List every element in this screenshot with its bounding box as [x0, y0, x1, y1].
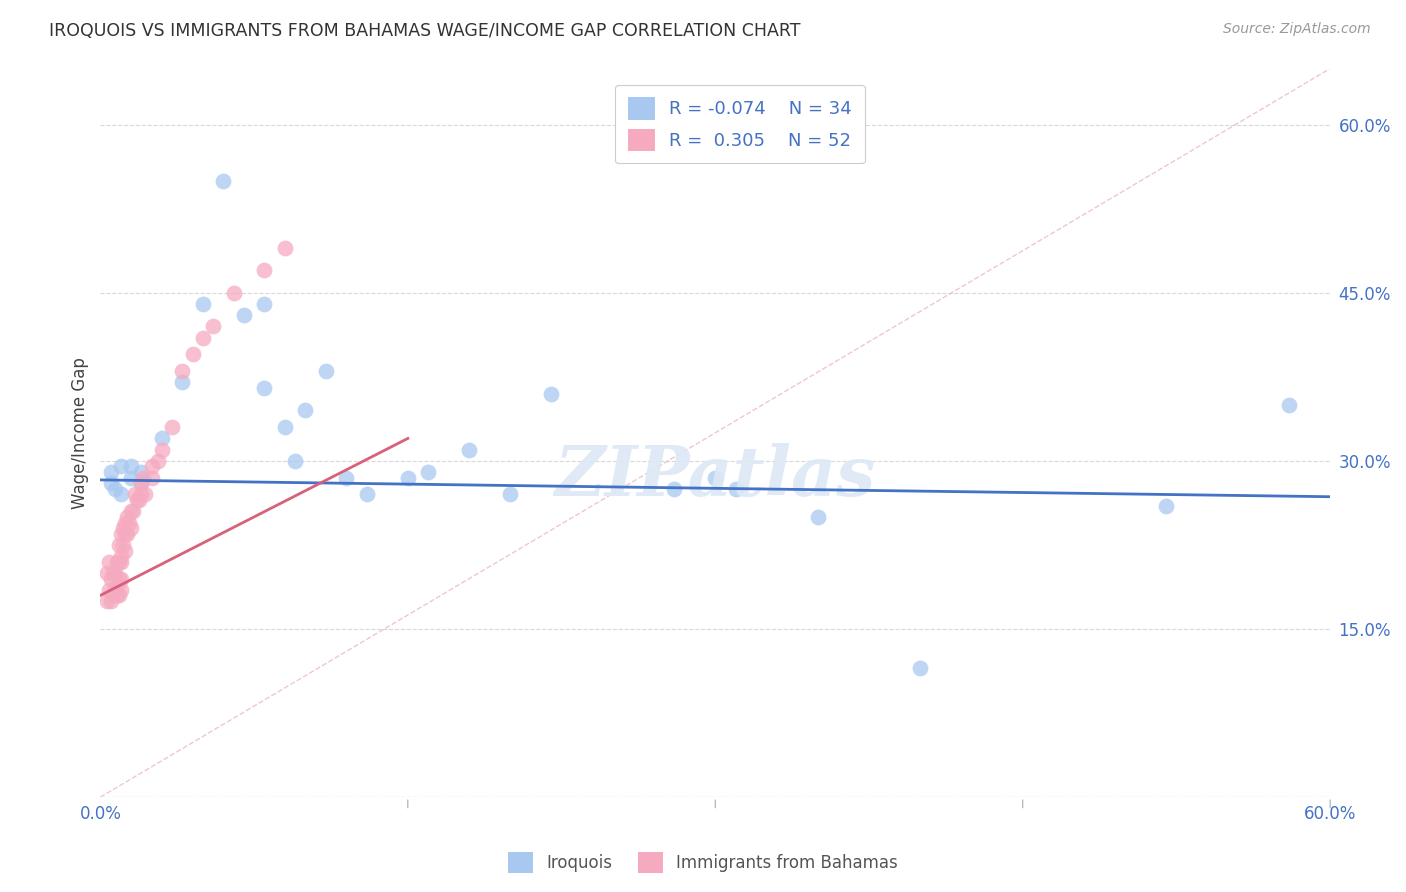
Y-axis label: Wage/Income Gap: Wage/Income Gap: [72, 357, 89, 508]
Point: [105, 588, 128, 602]
Point: [274, 241, 297, 255]
Point: [540, 386, 562, 401]
Point: [458, 442, 481, 457]
Text: Source: ZipAtlas.com: Source: ZipAtlas.com: [1223, 22, 1371, 37]
Point: [1278, 398, 1301, 412]
Point: [110, 526, 132, 541]
Point: [181, 347, 204, 361]
Point: [110, 487, 132, 501]
Point: [294, 403, 316, 417]
Point: [120, 504, 142, 518]
Point: [96, 566, 118, 580]
Point: [107, 555, 129, 569]
Point: [100, 465, 122, 479]
Point: [253, 263, 276, 277]
Point: [335, 471, 357, 485]
Point: [212, 173, 235, 187]
Point: [100, 572, 122, 586]
Point: [114, 516, 136, 530]
Point: [150, 432, 173, 446]
Point: [115, 509, 138, 524]
Point: [807, 509, 830, 524]
Point: [114, 526, 136, 541]
Point: [110, 555, 132, 569]
Point: [104, 582, 127, 597]
Point: [107, 588, 129, 602]
Point: [141, 471, 163, 485]
Point: [97, 555, 120, 569]
Point: [910, 661, 932, 675]
Text: ZIPatlas: ZIPatlas: [554, 442, 876, 510]
Point: [115, 526, 138, 541]
Point: [499, 487, 522, 501]
Text: IROQUOIS VS IMMIGRANTS FROM BAHAMAS WAGE/INCOME GAP CORRELATION CHART: IROQUOIS VS IMMIGRANTS FROM BAHAMAS WAGE…: [49, 22, 800, 40]
Point: [191, 330, 214, 344]
Point: [146, 454, 169, 468]
Point: [284, 454, 307, 468]
Point: [110, 549, 132, 563]
Point: [104, 566, 127, 580]
Point: [141, 459, 163, 474]
Point: [107, 572, 129, 586]
Point: [724, 482, 747, 496]
Point: [396, 471, 419, 485]
Point: [131, 465, 153, 479]
Point: [124, 487, 146, 501]
Point: [664, 482, 686, 496]
Point: [97, 582, 120, 597]
Point: [232, 308, 254, 322]
Point: [274, 420, 297, 434]
Point: [253, 297, 276, 311]
Point: [704, 471, 727, 485]
Point: [110, 459, 132, 474]
Point: [134, 487, 156, 501]
Point: [131, 487, 153, 501]
Point: [104, 482, 127, 496]
Point: [131, 476, 153, 491]
Point: [191, 297, 214, 311]
Point: [101, 566, 124, 580]
Point: [131, 476, 153, 491]
Point: [111, 538, 134, 552]
Point: [120, 521, 142, 535]
Point: [128, 493, 150, 508]
Point: [118, 516, 141, 530]
Point: [120, 471, 142, 485]
Point: [110, 572, 132, 586]
Point: [253, 381, 276, 395]
Point: [105, 577, 128, 591]
Point: [100, 476, 122, 491]
Point: [105, 555, 128, 569]
Point: [120, 459, 142, 474]
Point: [96, 594, 118, 608]
Point: [418, 465, 440, 479]
Point: [222, 285, 245, 300]
Point: [202, 319, 225, 334]
Point: [150, 442, 173, 457]
Point: [107, 538, 129, 552]
Point: [315, 364, 337, 378]
Legend: R = -0.074    N = 34, R =  0.305    N = 52: R = -0.074 N = 34, R = 0.305 N = 52: [614, 85, 865, 163]
Point: [110, 582, 132, 597]
Point: [132, 471, 155, 485]
Point: [100, 594, 122, 608]
Legend: Iroquois, Immigrants from Bahamas: Iroquois, Immigrants from Bahamas: [502, 846, 904, 880]
Point: [101, 588, 124, 602]
Point: [1154, 499, 1177, 513]
Point: [122, 504, 145, 518]
Point: [356, 487, 378, 501]
Point: [172, 376, 194, 390]
Point: [111, 521, 134, 535]
Point: [160, 420, 183, 434]
Point: [172, 364, 194, 378]
Point: [114, 543, 136, 558]
Point: [127, 493, 149, 508]
